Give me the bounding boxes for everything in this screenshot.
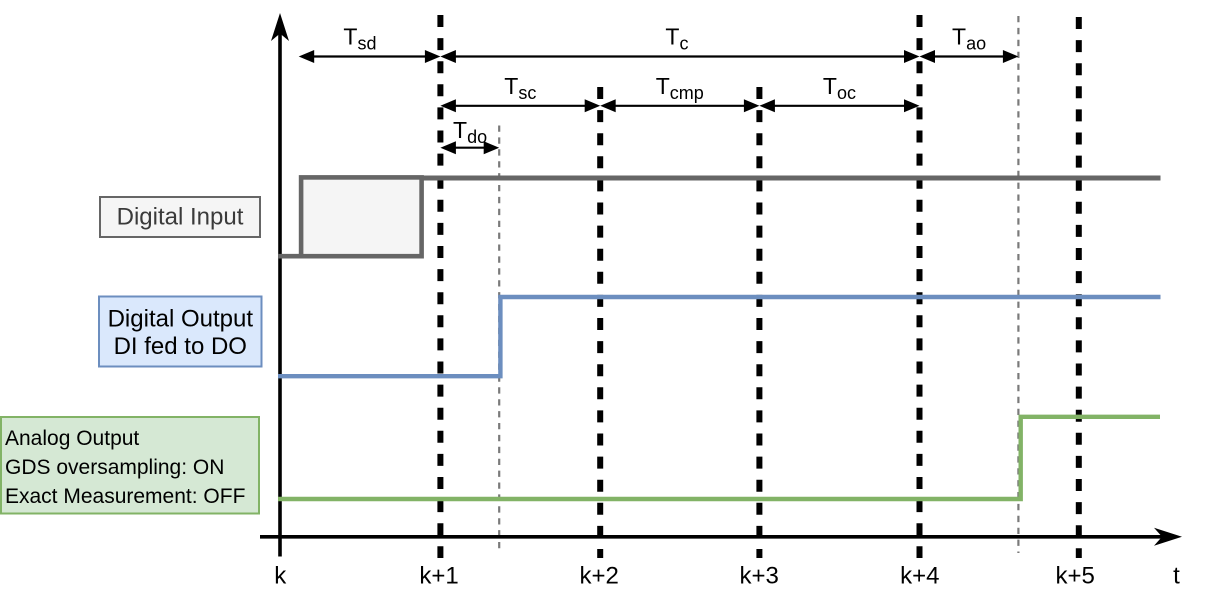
svg-text:Tsc: Tsc [504, 73, 536, 103]
svg-text:GDS oversampling: ON: GDS oversampling: ON [5, 456, 224, 479]
svg-text:k+2: k+2 [580, 563, 619, 590]
svg-text:k+1: k+1 [419, 563, 458, 590]
svg-text:Toc: Toc [823, 73, 856, 103]
svg-text:Tdo: Tdo [453, 117, 487, 147]
svg-text:k: k [274, 563, 287, 590]
svg-text:t: t [1173, 563, 1180, 590]
svg-text:DI fed to DO: DI fed to DO [114, 333, 247, 360]
svg-text:k+5: k+5 [1056, 563, 1095, 590]
svg-text:Tao: Tao [952, 24, 986, 54]
svg-text:Tcmp: Tcmp [656, 73, 704, 103]
svg-text:Digital Output: Digital Output [108, 306, 254, 333]
svg-text:k+4: k+4 [900, 563, 939, 590]
svg-text:k+3: k+3 [740, 563, 779, 590]
svg-text:Tsd: Tsd [343, 24, 376, 54]
svg-text:Tc: Tc [665, 24, 688, 54]
svg-text:Exact Measurement: OFF: Exact Measurement: OFF [5, 485, 245, 508]
svg-text:Digital Input: Digital Input [117, 204, 244, 231]
svg-text:Analog Output: Analog Output [5, 427, 139, 450]
